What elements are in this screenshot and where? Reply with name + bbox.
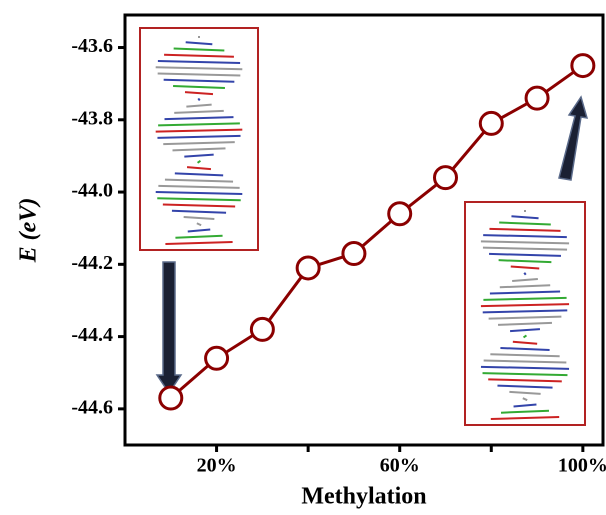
- data-point: [251, 318, 273, 340]
- y-axis-label: E (eV): [16, 198, 42, 264]
- data-point: [526, 87, 548, 109]
- arrow-down: [157, 262, 181, 393]
- inset-structure-low: [140, 28, 258, 250]
- y-tick-label: -44.4: [71, 324, 113, 346]
- chart: Methylation E (eV) -44.6 -44.4 -44.2 -44.0 -…: [0, 0, 606, 515]
- y-tick-label: -44.6: [71, 396, 113, 418]
- y-tick-label: -44.2: [71, 252, 113, 274]
- x-tick-label: 100%: [558, 455, 606, 477]
- arrow-up: [559, 97, 587, 180]
- x-axis-label: Methylation: [301, 484, 426, 510]
- data-point: [343, 242, 365, 264]
- y-tick-label: -43.8: [71, 107, 113, 129]
- x-tick-label: 20%: [197, 455, 237, 477]
- data-point: [206, 347, 228, 369]
- data-point: [434, 167, 456, 189]
- data-point: [297, 257, 319, 279]
- x-tick-label: 60%: [380, 455, 420, 477]
- data-point: [480, 112, 502, 134]
- data-point: [160, 387, 182, 409]
- y-tick-label: -44.0: [71, 180, 113, 202]
- inset-structure-high: [465, 202, 585, 425]
- y-tick-label: -43.6: [71, 35, 113, 57]
- data-point: [389, 203, 411, 225]
- data-point: [572, 55, 594, 77]
